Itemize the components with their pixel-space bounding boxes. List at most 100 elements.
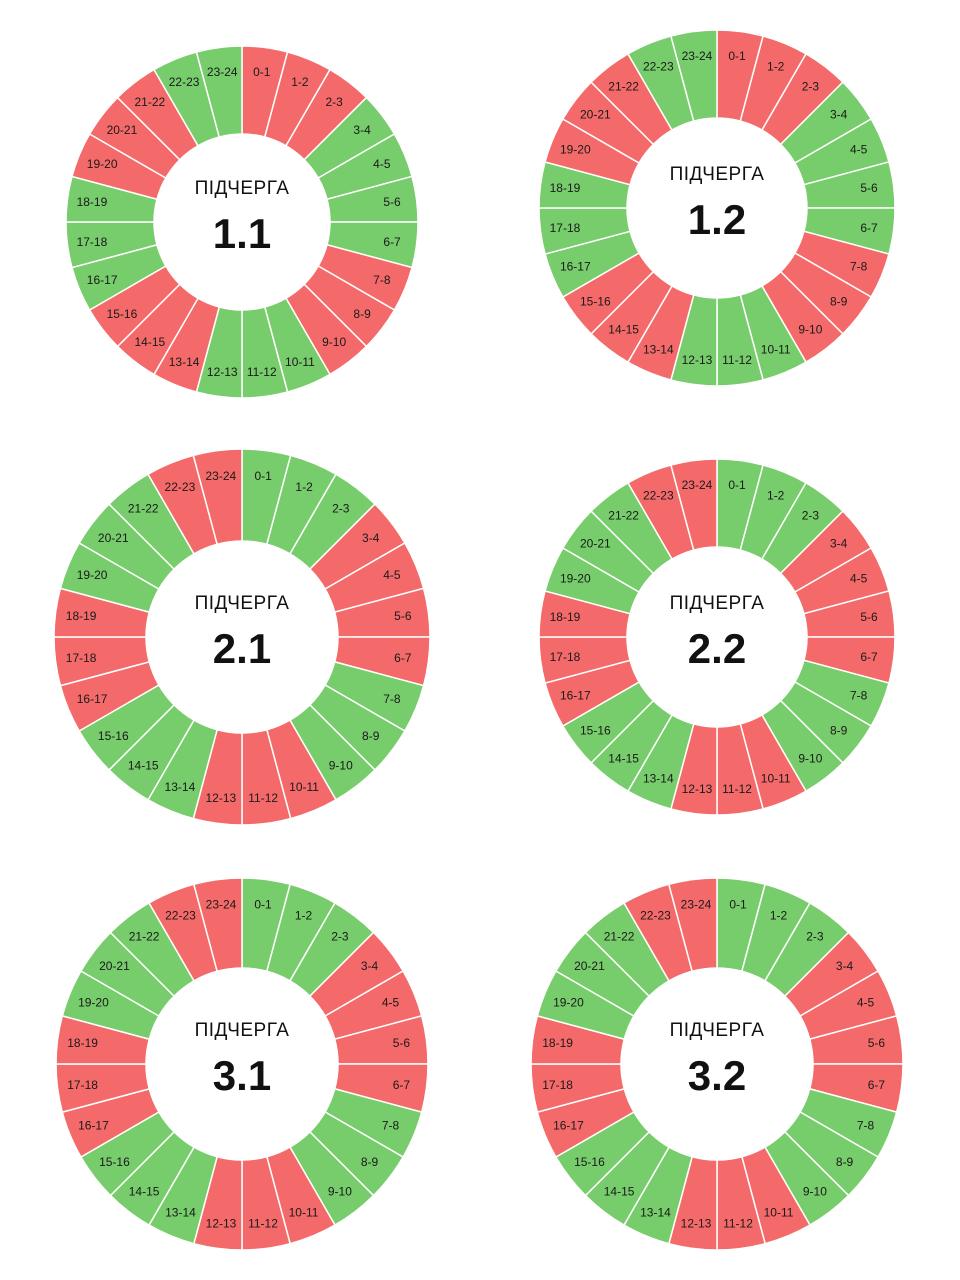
segment-label: 14-15 <box>608 752 639 766</box>
segment-label: 17-18 <box>542 1078 573 1092</box>
schedule-ring-3-1: 0-1 1-2 2-3 3-4 4-5 5-6 6-7 7-8 8-9 9-10 10-11 11-1… <box>55 877 429 1251</box>
segment-label: 10-11 <box>761 343 791 357</box>
segment-label: 5-6 <box>394 609 412 623</box>
segment-label: 15-16 <box>580 723 611 737</box>
segment-23-24-on <box>195 45 243 138</box>
segment-label: 13-14 <box>643 343 674 357</box>
segment-label: 3-4 <box>836 959 854 973</box>
segment-label: 4-5 <box>857 995 875 1009</box>
segment-label: 12-13 <box>206 1216 237 1230</box>
segment-label: 3-4 <box>830 108 848 122</box>
segment-label: 5-6 <box>860 181 878 195</box>
segment-label: 8-9 <box>830 723 848 737</box>
segment-label: 9-10 <box>798 323 822 337</box>
segment-label: 20-21 <box>580 108 611 122</box>
segment-label: 22-23 <box>640 908 671 922</box>
segment-label: 14-15 <box>608 323 639 337</box>
segment-23-24-off <box>192 877 243 973</box>
schedule-ring-1-1: 0-1 1-2 2-3 3-4 4-5 5-6 6-7 7-8 8-9 9-10 10-11 11-1… <box>65 45 419 399</box>
segment-label: 19-20 <box>87 157 118 171</box>
segment-label: 0-1 <box>253 65 271 79</box>
subqueue-number: 3.1 <box>213 1052 271 1099</box>
segment-label: 6-7 <box>394 651 412 665</box>
segment-label: 23-24 <box>682 478 713 492</box>
segment-label: 8-9 <box>836 1155 854 1169</box>
segment-label: 2-3 <box>325 95 343 109</box>
segment-label: 18-19 <box>542 1036 573 1050</box>
segment-label: 18-19 <box>77 195 108 209</box>
segment-label: 13-14 <box>169 355 200 369</box>
segment-label: 8-9 <box>361 1155 379 1169</box>
segment-label: 18-19 <box>550 610 581 624</box>
subqueue-title: ПІДЧЕРГА <box>670 164 765 185</box>
segment-label: 17-18 <box>66 651 97 665</box>
segment-label: 17-18 <box>550 221 581 235</box>
segment-label: 16-17 <box>87 273 118 287</box>
segment-label: 7-8 <box>383 692 401 706</box>
segment-label: 8-9 <box>362 729 380 743</box>
segment-label: 19-20 <box>77 568 108 582</box>
subqueue-title: ПІДЧЕРГА <box>670 593 765 614</box>
segment-label: 23-24 <box>205 469 236 483</box>
segment-label: 4-5 <box>373 157 391 171</box>
segment-label: 20-21 <box>574 959 605 973</box>
segment-label: 7-8 <box>382 1119 400 1133</box>
segment-label: 1-2 <box>767 488 785 502</box>
segment-label: 9-10 <box>322 335 346 349</box>
segment-label: 8-9 <box>353 307 371 321</box>
segment-label: 20-21 <box>99 959 130 973</box>
segment-label: 16-17 <box>560 260 591 274</box>
segment-label: 12-13 <box>205 791 236 805</box>
segment-label: 11-12 <box>722 353 752 367</box>
subqueue-title: ПІДЧЕРГА <box>195 593 290 614</box>
subqueue-number: 1.1 <box>213 210 271 257</box>
segment-label: 15-16 <box>107 307 138 321</box>
segment-label: 8-9 <box>830 294 848 308</box>
segment-label: 19-20 <box>553 995 584 1009</box>
segment-label: 0-1 <box>729 898 747 912</box>
segment-label: 16-17 <box>78 1119 109 1133</box>
segment-label: 4-5 <box>382 995 400 1009</box>
segment-label: 18-19 <box>67 1036 98 1050</box>
segment-label: 7-8 <box>373 273 391 287</box>
segment-label: 12-13 <box>207 365 238 379</box>
segment-label: 1-2 <box>295 908 313 922</box>
schedule-ring-1-2: 0-1 1-2 2-3 3-4 4-5 5-6 6-7 7-8 8-9 9-10 10-11 11-1… <box>538 29 896 387</box>
segment-label: 2-3 <box>806 929 824 943</box>
segment-label: 7-8 <box>857 1119 875 1133</box>
segment-label: 14-15 <box>128 759 159 773</box>
segment-label: 19-20 <box>560 142 591 156</box>
segment-label: 15-16 <box>98 729 129 743</box>
segment-label: 5-6 <box>393 1036 411 1050</box>
segment-label: 23-24 <box>206 898 237 912</box>
segment-label: 0-1 <box>728 478 746 492</box>
segment-label: 1-2 <box>770 908 788 922</box>
segment-label: 15-16 <box>99 1155 130 1169</box>
segment-label: 20-21 <box>107 123 138 137</box>
segment-label: 12-13 <box>682 782 713 796</box>
segment-label: 12-13 <box>681 1216 712 1230</box>
segment-label: 6-7 <box>383 235 401 249</box>
segment-23-24-off <box>670 458 718 551</box>
segment-23-24-on <box>670 29 718 122</box>
segment-label: 0-1 <box>255 469 273 483</box>
schedule-ring-2-1: 0-1 1-2 2-3 3-4 4-5 5-6 6-7 7-8 8-9 9-10 10-11 11-1… <box>53 448 431 826</box>
segment-label: 6-7 <box>860 650 878 664</box>
segment-label: 11-12 <box>248 1216 278 1230</box>
segment-label: 10-11 <box>289 1206 319 1220</box>
segment-label: 10-11 <box>285 355 315 369</box>
schedule-ring-2-2: 0-1 1-2 2-3 3-4 4-5 5-6 6-7 7-8 8-9 9-10 10-11 11-1… <box>538 458 896 816</box>
segment-label: 14-15 <box>604 1185 635 1199</box>
segment-label: 18-19 <box>66 609 97 623</box>
segment-label: 2-3 <box>332 501 350 515</box>
segment-label: 17-18 <box>77 235 108 249</box>
segment-label: 21-22 <box>608 79 639 93</box>
segment-label: 21-22 <box>128 501 159 515</box>
segment-label: 20-21 <box>580 537 611 551</box>
segment-label: 0-1 <box>254 898 272 912</box>
segment-label: 21-22 <box>608 508 639 522</box>
segment-label: 13-14 <box>165 1206 196 1220</box>
segment-label: 23-24 <box>681 898 712 912</box>
segment-label: 10-11 <box>761 772 791 786</box>
